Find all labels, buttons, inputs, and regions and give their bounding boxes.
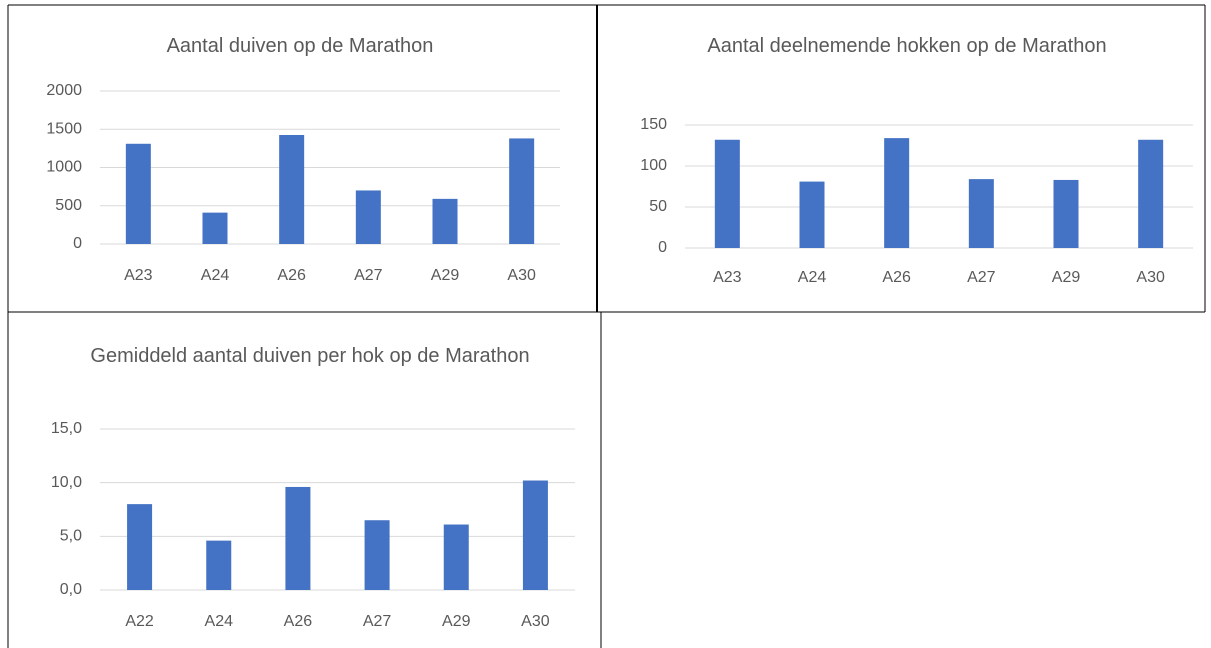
y-tick-label: 15,0 <box>51 420 82 437</box>
y-tick-label: 1000 <box>46 159 82 176</box>
bar <box>127 504 153 590</box>
bar <box>432 198 458 244</box>
y-tick-label: 10,0 <box>51 474 82 491</box>
chart-title: Aantal duiven op de Marathon <box>166 35 434 57</box>
bar <box>509 138 535 244</box>
bar <box>799 181 825 248</box>
y-tick-label: 150 <box>640 116 667 133</box>
y-tick-label: 1500 <box>46 120 82 137</box>
x-tick-label: A24 <box>205 613 234 630</box>
bar <box>355 190 381 244</box>
chart-title: Aantal deelnemende hokken op de Marathon <box>707 35 1107 57</box>
y-tick-label: 500 <box>55 197 82 214</box>
y-tick-label: 100 <box>640 157 667 174</box>
bar <box>443 524 469 590</box>
x-tick-label: A26 <box>277 267 306 284</box>
x-tick-label: A24 <box>201 267 230 284</box>
cell-borders <box>7 4 1206 648</box>
bar <box>279 134 305 244</box>
bar <box>285 486 311 590</box>
bar <box>364 520 390 590</box>
y-tick-label: 0,0 <box>60 581 82 598</box>
bar <box>522 480 548 590</box>
y-tick-label: 0 <box>658 239 667 256</box>
bar <box>206 540 232 590</box>
bar <box>884 138 910 248</box>
bar <box>1053 179 1079 248</box>
x-tick-label: A23 <box>124 267 153 284</box>
x-tick-label: A24 <box>798 269 827 286</box>
x-tick-label: A27 <box>967 269 996 286</box>
bar <box>202 212 228 244</box>
bar <box>125 143 151 244</box>
x-tick-label: A27 <box>354 267 383 284</box>
x-tick-label: A29 <box>431 267 460 284</box>
y-tick-label: 5,0 <box>60 528 82 545</box>
bar <box>1138 139 1164 248</box>
x-tick-label: A22 <box>125 613 154 630</box>
x-tick-label: A30 <box>521 613 550 630</box>
x-tick-label: A26 <box>284 613 313 630</box>
x-tick-label: A29 <box>1052 269 1081 286</box>
y-tick-label: 2000 <box>46 82 82 99</box>
chart-title: Gemiddeld aantal duiven per hok op de Ma… <box>90 345 530 367</box>
x-tick-label: A23 <box>713 269 742 286</box>
x-tick-label: A30 <box>507 267 536 284</box>
bar <box>968 179 994 248</box>
x-tick-label: A29 <box>442 613 471 630</box>
y-tick-label: 50 <box>649 198 667 215</box>
x-tick-label: A30 <box>1136 269 1165 286</box>
bar <box>714 139 740 248</box>
x-tick-label: A27 <box>363 613 392 630</box>
y-tick-label: 0 <box>73 235 82 252</box>
x-tick-label: A26 <box>882 269 911 286</box>
